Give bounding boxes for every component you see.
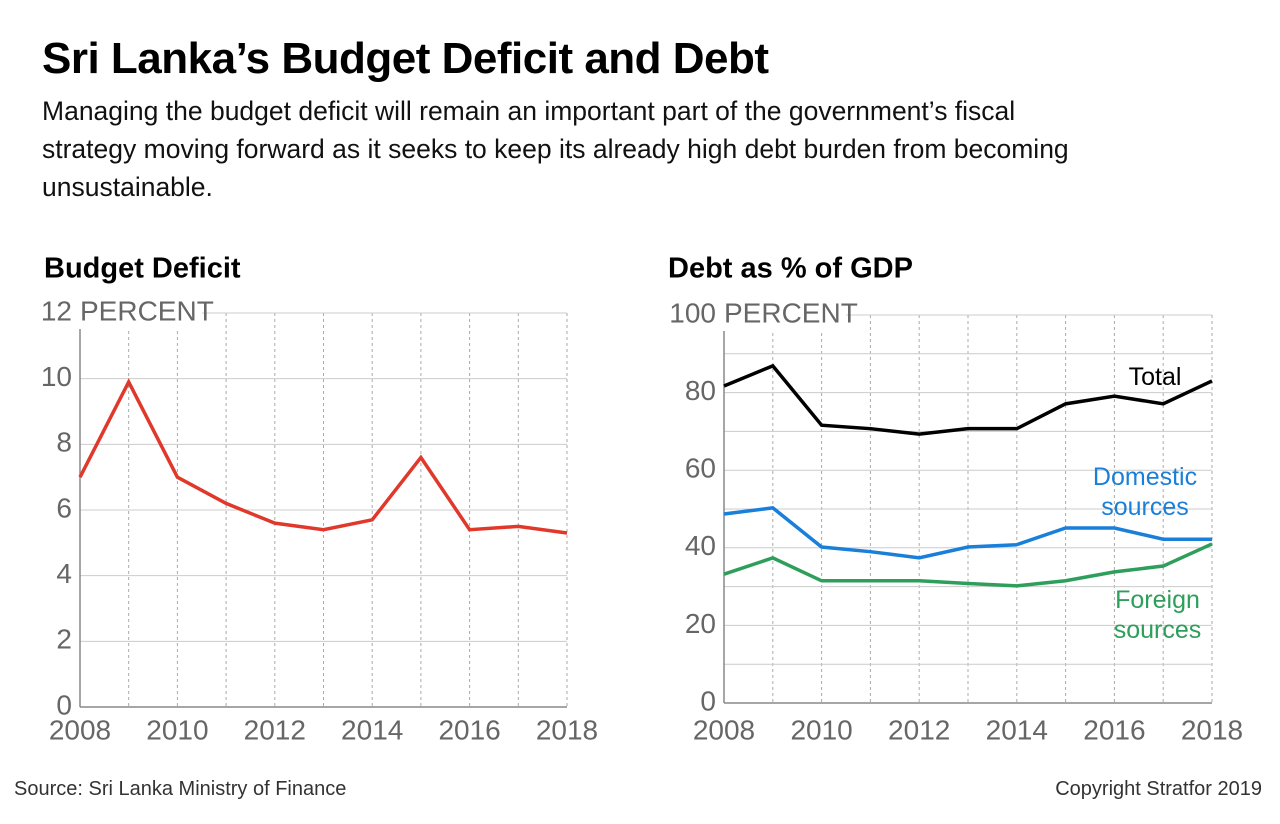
y-label-bg <box>722 299 846 331</box>
source: Source: Sri Lanka Ministry of Finance <box>14 778 347 800</box>
x-tick-label: 2008 <box>693 714 755 745</box>
x-tick-label: 2008 <box>49 714 111 745</box>
data-line <box>723 363 1213 436</box>
x-tick-label: 2018 <box>1181 714 1243 745</box>
y-tick-label: 8 <box>56 427 72 458</box>
y-label: PERCENT <box>724 297 858 328</box>
y-tick-label: 40 <box>685 530 716 561</box>
x-tick-label: 2010 <box>790 714 852 745</box>
x-tick-label: 2012 <box>888 714 950 745</box>
legend-label: Total <box>1128 363 1182 391</box>
title: Sri Lanka’s Budget Deficit and Debt <box>42 34 769 83</box>
y-tick-label: 60 <box>685 453 716 484</box>
x-tick-label: 2014 <box>341 714 403 745</box>
y-tick-label: 0 <box>56 689 72 720</box>
data-line <box>78 378 568 535</box>
y-tick-label: 10 <box>41 361 72 392</box>
y-tick-label: 0 <box>700 685 716 716</box>
x-tick-label: 2016 <box>1083 714 1145 745</box>
x-tick-label: 2012 <box>244 714 306 745</box>
x-tick-label: 2016 <box>438 714 500 745</box>
data-line <box>723 542 1213 588</box>
legend-label: Domestic sources <box>1092 463 1198 521</box>
y-tick-label: 20 <box>685 608 716 639</box>
y-tick-label: 80 <box>685 375 716 406</box>
chart-title: Budget Deficit <box>44 253 241 285</box>
chart-title: Debt as % of GDP <box>668 253 913 285</box>
legend-label: Foreign sources <box>1113 586 1202 644</box>
data-line <box>723 506 1212 560</box>
y-label-bg <box>78 297 202 329</box>
x-tick-label: 2010 <box>146 714 208 745</box>
y-tick-label: 6 <box>56 492 72 523</box>
x-tick-label: 2014 <box>986 714 1048 745</box>
subtitle: Managing the budget deficit will remain … <box>42 96 1069 202</box>
copyright: Copyright Stratfor 2019 <box>1055 778 1262 800</box>
y-tick-label: 4 <box>56 558 72 589</box>
y-tick-label: 12 <box>41 295 72 326</box>
y-tick-label: 2 <box>56 624 72 655</box>
x-tick-label: 2018 <box>536 714 598 745</box>
y-tick-label: 100 <box>669 297 716 328</box>
y-label: PERCENT <box>80 295 214 326</box>
